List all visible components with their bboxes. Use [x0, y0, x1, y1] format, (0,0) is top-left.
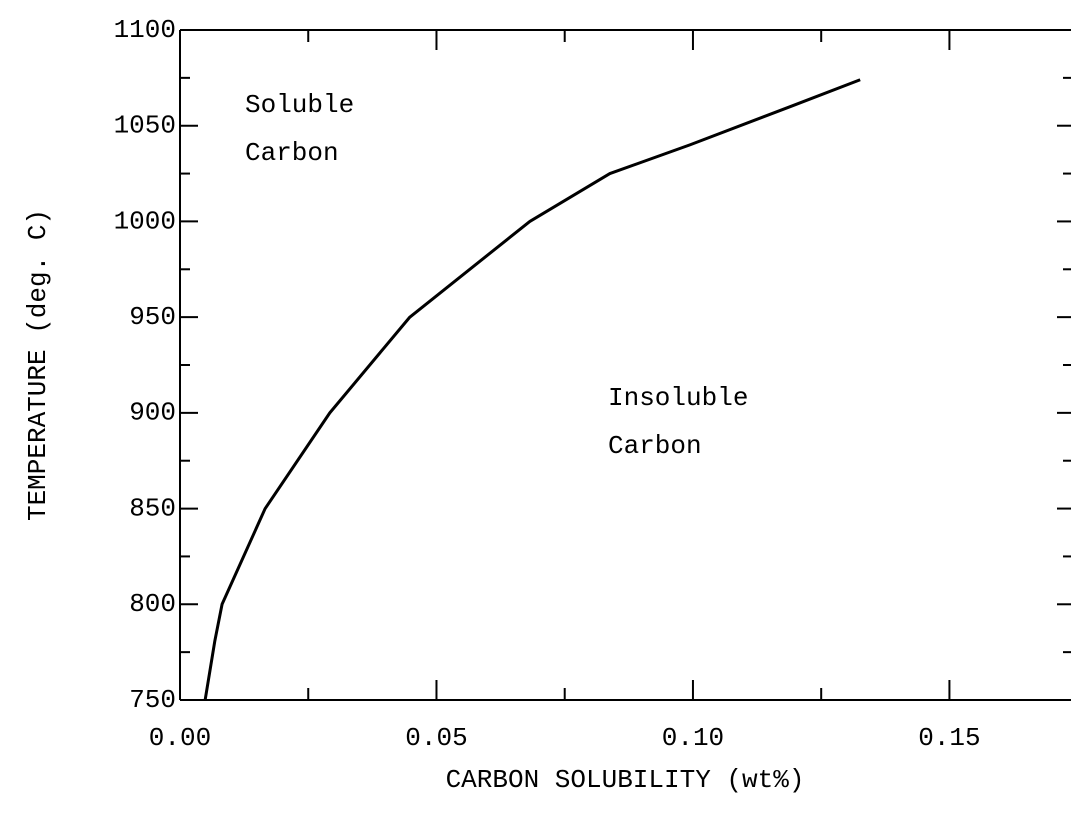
y-tick-label: 950 — [129, 302, 176, 332]
annotation: Carbon — [608, 431, 702, 461]
y-tick-label: 1000 — [114, 206, 176, 236]
y-tick-label: 1050 — [114, 111, 176, 141]
y-axis-label: TEMPERATURE (deg. C) — [23, 209, 53, 521]
x-tick-label: 0.00 — [149, 723, 211, 753]
y-tick-label: 900 — [129, 398, 176, 428]
x-tick-label: 0.15 — [918, 723, 980, 753]
x-tick-label: 0.10 — [662, 723, 724, 753]
x-axis-label: CARBON SOLUBILITY (wt%) — [446, 765, 805, 795]
y-tick-label: 850 — [129, 493, 176, 523]
data-line — [203, 78, 861, 701]
y-tick-label: 800 — [129, 589, 176, 619]
x-tick-label: 0.05 — [405, 723, 467, 753]
annotation: Insoluble — [608, 383, 748, 413]
y-tick-label: 750 — [129, 685, 176, 715]
annotation: Soluble — [245, 90, 354, 120]
annotation: Carbon — [245, 138, 339, 168]
y-tick-label: 1100 — [114, 15, 176, 45]
